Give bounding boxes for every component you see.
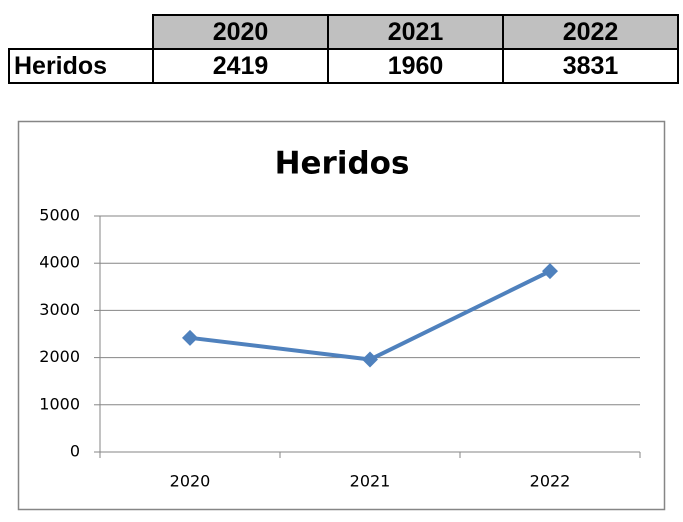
y-tick-label: 0 xyxy=(70,442,80,461)
header-cell: 2022 xyxy=(502,14,679,50)
y-tick-label: 5000 xyxy=(39,206,80,225)
cell: 3831 xyxy=(502,48,679,84)
x-tick-label: 2022 xyxy=(530,472,571,491)
marker xyxy=(362,351,378,368)
chart-title: Heridos xyxy=(275,146,410,182)
y-tick-label: 3000 xyxy=(39,300,80,319)
marker xyxy=(542,263,558,280)
cell: 2419 xyxy=(152,48,329,84)
marker xyxy=(182,329,198,346)
y-tick-label: 4000 xyxy=(39,253,80,272)
y-tick-label: 2000 xyxy=(39,347,80,366)
chart-frame xyxy=(17,120,666,511)
x-tick-label: 2021 xyxy=(350,472,391,491)
x-tick-label: 2020 xyxy=(170,472,211,491)
header-cell: 2021 xyxy=(327,14,504,50)
y-tick-label: 1000 xyxy=(39,394,80,413)
cell: 1960 xyxy=(327,48,504,84)
row-label: Heridos xyxy=(8,48,154,84)
data-table: 2020 2021 2022 Heridos 2419 1960 3831 xyxy=(8,14,679,84)
header-cell: 2020 xyxy=(152,14,329,50)
